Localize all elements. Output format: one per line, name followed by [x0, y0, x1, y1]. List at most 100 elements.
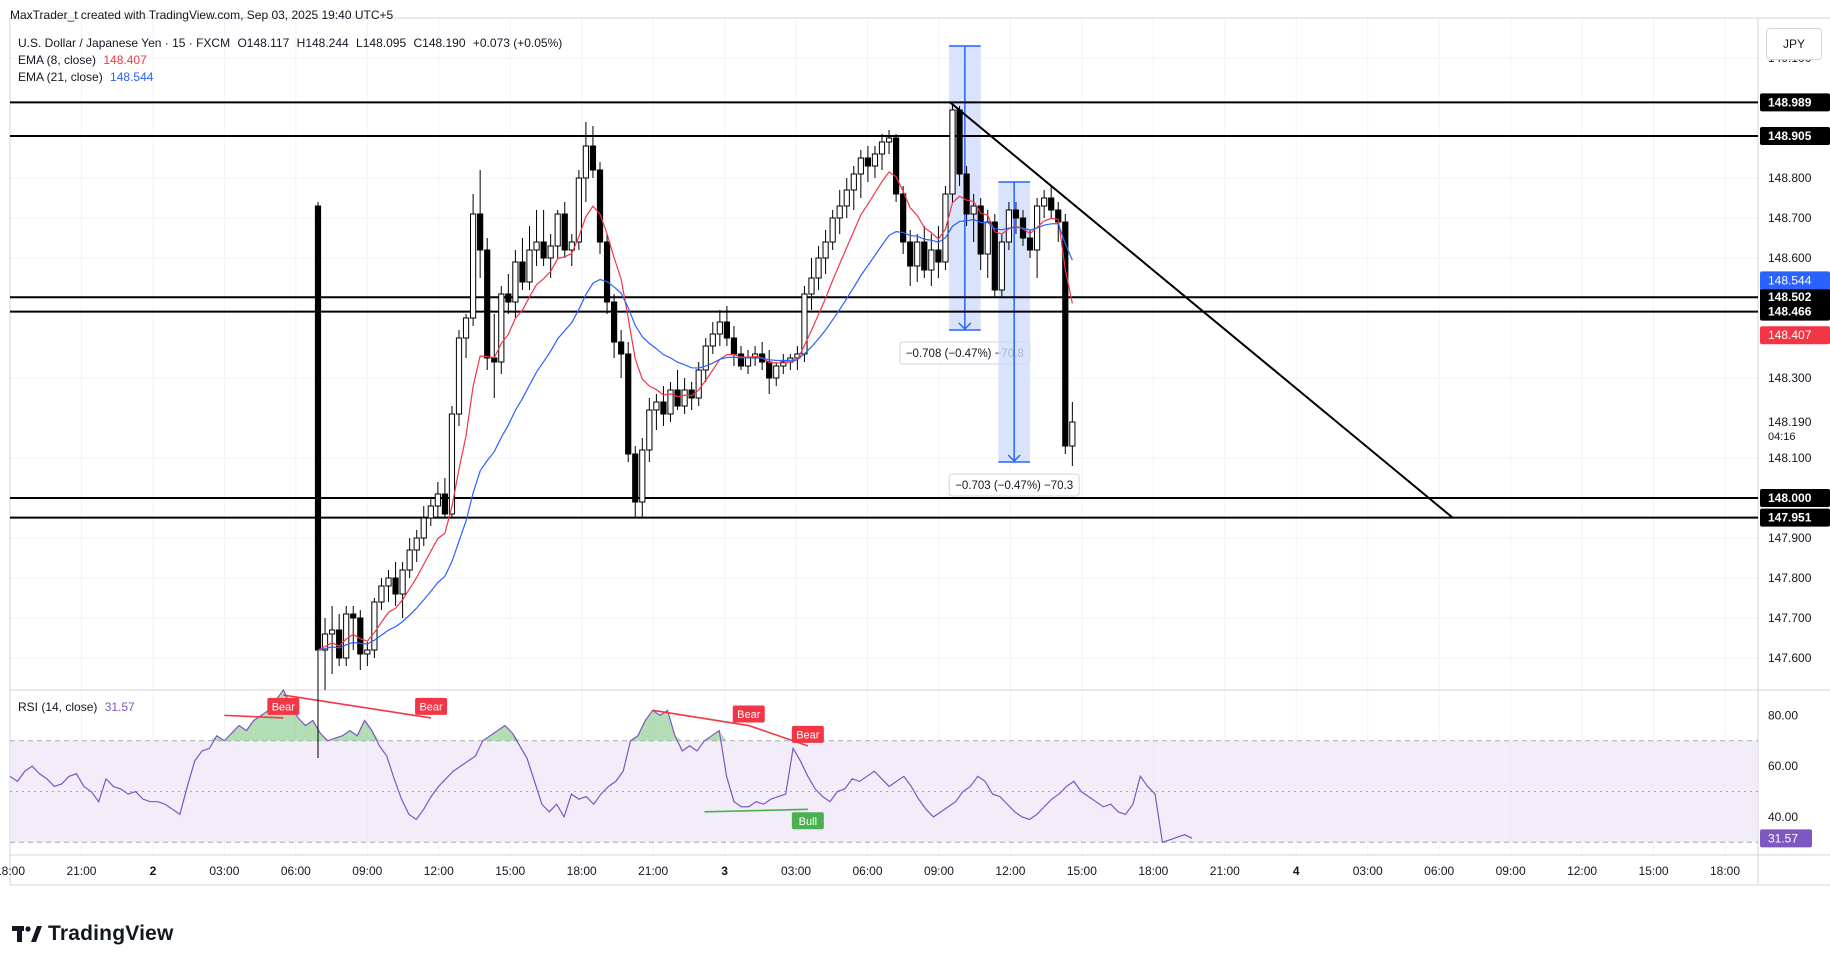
- time-tick-label: 15:00: [1067, 864, 1097, 878]
- level-badge: [1760, 127, 1830, 145]
- candle-body: [716, 321, 723, 335]
- candle-body: [935, 249, 942, 263]
- measure-label-bg: [948, 473, 1080, 497]
- currency-button[interactable]: JPY: [1766, 28, 1822, 60]
- ema21-legend[interactable]: EMA (21, close) 148.544: [18, 70, 153, 84]
- candle-body: [582, 145, 589, 179]
- candle-body: [878, 141, 886, 155]
- price-tick-label: 148.100: [1768, 451, 1812, 465]
- rsi-overbought-fill: [497, 725, 505, 741]
- time-tick-label: 15:00: [1639, 864, 1669, 878]
- candle-body: [596, 169, 604, 243]
- tradingview-logo[interactable]: TradingView: [12, 922, 174, 946]
- candle-body: [695, 369, 702, 399]
- candle-body: [364, 649, 371, 655]
- candle-body: [625, 353, 632, 455]
- rsi-divergence-label: Bear: [419, 701, 443, 713]
- symbol-legend: U.S. Dollar / Japanese Yen · 15 · FXCM O…: [18, 36, 562, 50]
- high-value: 148.244: [305, 36, 349, 50]
- candle-body: [885, 137, 893, 143]
- candle-body: [660, 401, 667, 415]
- price-badge-label: 148.190: [1768, 415, 1812, 429]
- price-badge-label: 148.407: [1768, 328, 1812, 342]
- candle-body: [674, 389, 681, 407]
- candle-body: [893, 137, 900, 195]
- candle-body: [871, 153, 879, 167]
- ema21-line: [317, 218, 1073, 651]
- candle-body: [914, 241, 921, 267]
- measurement-tools[interactable]: −0.708 (−0.47%) −70.8 −0.703 (−0.47%) −70…: [899, 45, 1080, 497]
- price-tick-label: 147.700: [1768, 611, 1812, 625]
- candle-body: [681, 389, 688, 407]
- candle-body: [702, 345, 709, 371]
- candle-body: [991, 221, 998, 291]
- candle-body: [540, 241, 547, 259]
- candle-body: [850, 173, 857, 191]
- candle-body: [1012, 209, 1020, 219]
- rsi-divergence-line: [652, 709, 749, 727]
- candle-body: [928, 249, 935, 271]
- rsi-band: [10, 740, 1758, 843]
- candle-body: [533, 241, 540, 251]
- candle-body: [998, 241, 1005, 291]
- time-tick-label: 09:00: [352, 864, 382, 878]
- symbol-name[interactable]: U.S. Dollar / Japanese Yen · 15 · FXCM: [18, 36, 231, 50]
- rsi-divergence-line: [224, 714, 284, 719]
- level-badge: [1760, 489, 1830, 507]
- rsi-divergence-line: [283, 694, 432, 719]
- candle-body: [857, 157, 864, 175]
- candle-body: [378, 585, 385, 603]
- candle-body: [984, 221, 991, 255]
- candle-body: [427, 505, 434, 519]
- price-badge-label: 148.544: [1768, 273, 1812, 287]
- candle-body: [963, 173, 970, 215]
- rsi-overbought-fill: [231, 725, 240, 741]
- candle-body: [498, 293, 505, 363]
- ema-lines: [317, 171, 1073, 651]
- candle-body: [956, 109, 963, 175]
- level-badge-label: 148.466: [1768, 305, 1812, 319]
- close-value: 148.190: [422, 36, 466, 50]
- rsi-overbought-fill: [490, 730, 498, 741]
- candle-body: [343, 613, 350, 659]
- candle-body: [667, 389, 674, 415]
- rsi-divergence-label-bg: [791, 812, 824, 830]
- time-tick-label: 06:00: [1424, 864, 1454, 878]
- rsi-overbought-fill: [512, 733, 520, 741]
- rsi-divergence-label: Bear: [272, 701, 296, 713]
- candle-body: [864, 157, 871, 167]
- change-value: +0.073 (+0.05%): [472, 36, 563, 50]
- price-tick-label: 148.600: [1768, 251, 1812, 265]
- level-badge-label: 148.989: [1768, 95, 1812, 109]
- candle-body: [843, 189, 850, 207]
- rsi-current-label: 31.57: [1768, 831, 1798, 845]
- time-tick-label: 12:00: [424, 864, 454, 878]
- rsi-legend[interactable]: RSI (14, close) 31.57: [18, 700, 135, 714]
- level-badge: [1760, 288, 1830, 307]
- candle-body: [611, 301, 618, 343]
- candle-body: [512, 261, 519, 303]
- rsi-value: 31.57: [104, 700, 135, 714]
- candle-body: [829, 217, 836, 243]
- rsi-divergence-label-bg: [267, 697, 300, 715]
- candle-body: [1005, 209, 1012, 243]
- ema8-legend[interactable]: EMA (8, close) 148.407: [18, 53, 147, 67]
- level-badge-label: 148.905: [1768, 129, 1812, 143]
- price-tick-label: 147.800: [1768, 571, 1812, 585]
- candle-body: [420, 517, 427, 539]
- measure-arrow-head: [958, 322, 972, 331]
- rsi-divergence-label-bg: [732, 705, 765, 723]
- candle-body: [618, 341, 625, 355]
- rsi-label: RSI (14, close): [18, 700, 98, 714]
- time-tick-label: 06:00: [281, 864, 311, 878]
- time-tick-label: 21:00: [1210, 864, 1240, 878]
- rsi-line: [9, 688, 1193, 844]
- trendline[interactable]: [949, 101, 1454, 519]
- candle-body: [385, 577, 392, 587]
- candle-body: [815, 257, 822, 279]
- price-tick-label: 148.300: [1768, 371, 1812, 385]
- rsi-tick-label: 80.00: [1768, 708, 1798, 722]
- candle-body: [836, 205, 843, 219]
